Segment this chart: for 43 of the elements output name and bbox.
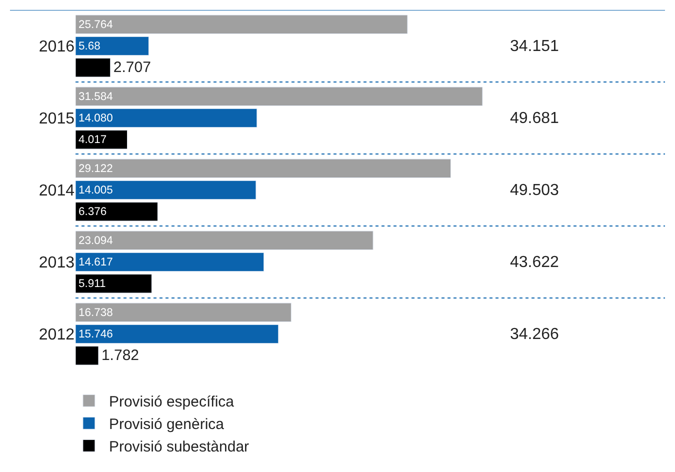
data-label: 14.080 [78, 112, 113, 124]
bar [76, 230, 374, 250]
data-label: 15.746 [78, 328, 113, 340]
data-label: 6.376 [78, 206, 107, 218]
y-tick-label: 2013 [38, 254, 75, 272]
bar [76, 108, 258, 128]
data-label: 23.094 [78, 234, 113, 247]
bar [76, 202, 158, 222]
bar [76, 346, 99, 366]
text: 43.622 [510, 254, 560, 271]
bar [76, 302, 292, 322]
text: 49.681 [510, 110, 560, 127]
bar [76, 86, 483, 106]
bar [76, 14, 408, 34]
bar [76, 252, 264, 272]
legend-label: Provisió específica [108, 394, 235, 410]
bar [76, 130, 128, 150]
data-label: 25.764 [78, 18, 113, 31]
text: 34.266 [510, 326, 560, 343]
data-label: 5.68 [78, 40, 100, 52]
bar [76, 180, 256, 200]
bar [76, 158, 452, 178]
legend-label: Provisió genèrica [108, 416, 225, 433]
bar [76, 36, 149, 56]
data-label: 16.738 [78, 306, 113, 319]
bar [76, 58, 111, 78]
data-label: 14.005 [78, 184, 113, 196]
y-tick-label: 2012 [38, 326, 75, 344]
y-tick-label: 2015 [38, 110, 75, 128]
bar [76, 324, 279, 344]
data-label: 1.782 [101, 347, 140, 364]
bar [76, 274, 152, 294]
text: 34.151 [510, 38, 560, 55]
data-label: 14.617 [78, 256, 113, 268]
text: 49.503 [510, 182, 560, 199]
data-label: 29.122 [78, 162, 113, 175]
y-tick-label: 2016 [38, 38, 75, 56]
data-label: 4.017 [78, 134, 107, 146]
y-tick-label: 2014 [38, 182, 75, 200]
data-label: 5.911 [78, 278, 106, 290]
data-label: 2.707 [113, 59, 151, 76]
legend-label: Provisió subestàndar [108, 438, 250, 456]
data-label: 31.584 [78, 90, 113, 103]
